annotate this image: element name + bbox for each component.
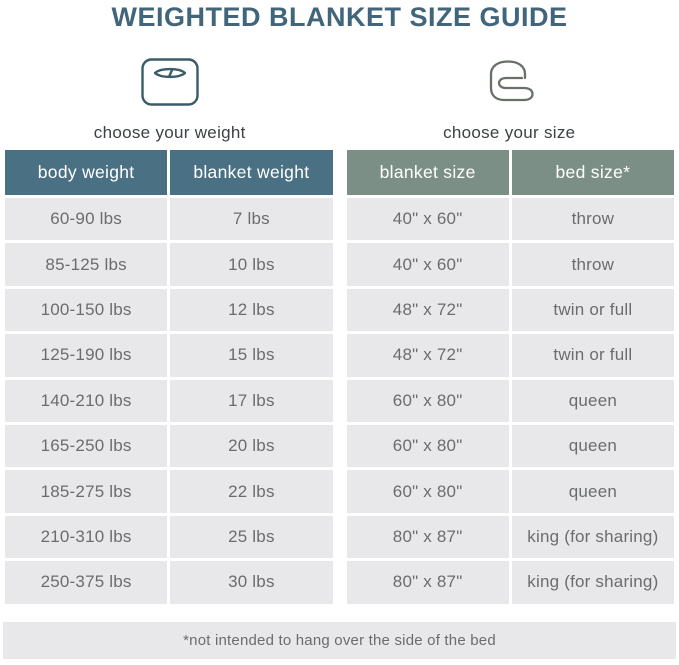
blanket-icon [478, 56, 540, 108]
table-cell: 15 lbs [170, 334, 333, 377]
table-cell: throw [511, 243, 674, 286]
scale-icon [141, 56, 199, 108]
table-cell: 100-150 lbs [5, 288, 168, 332]
table-cell: 60" x 80" [346, 379, 509, 422]
table-cell: 48" x 72" [346, 334, 509, 377]
table-cell: queen [511, 379, 674, 422]
table-cell: 80" x 87" [346, 515, 509, 559]
table-cell: queen [511, 470, 674, 513]
size-table-header-blanket-size: blanket size [346, 150, 509, 195]
table-cell: 60" x 80" [346, 424, 509, 468]
table-cell: king (for sharing) [511, 561, 674, 604]
table-cell: 60-90 lbs [5, 198, 168, 241]
table-cell: 125-190 lbs [5, 334, 168, 377]
table-cell: 85-125 lbs [5, 243, 168, 286]
table-cell: twin or full [511, 288, 674, 332]
table-cell: 48" x 72" [346, 288, 509, 332]
table-cell: 210-310 lbs [5, 515, 168, 559]
table-cell: 17 lbs [170, 379, 333, 422]
size-section-header: choose your size [340, 56, 679, 143]
weight-table-header-body-weight: body weight [5, 150, 168, 195]
table-cell: 250-375 lbs [5, 561, 168, 604]
table-cell: 7 lbs [170, 198, 333, 241]
size-table: blanket size bed size* 40" x 60" throw 40"… [346, 150, 674, 604]
table-cell: queen [511, 424, 674, 468]
table-cell: 165-250 lbs [5, 424, 168, 468]
weight-section-caption: choose your weight [93, 123, 246, 142]
tables-area: body weight blanket weight 60-90 lbs 7 lb… [5, 150, 674, 604]
footnote-text: *not intended to hang over the side of t… [183, 632, 496, 649]
table-cell: twin or full [511, 334, 674, 377]
size-table-header-bed-size: bed size* [511, 150, 674, 195]
table-cell: 22 lbs [170, 470, 333, 513]
page-title: WEIGHTED BLANKET SIZE GUIDE [111, 2, 568, 32]
table-cell: 140-210 lbs [5, 379, 168, 422]
footnote-bar: *not intended to hang over the side of t… [3, 622, 676, 659]
section-headers: choose your weight choose your size [0, 56, 679, 143]
weight-table-header-blanket-weight: blanket weight [170, 150, 333, 195]
table-cell: 30 lbs [170, 561, 333, 604]
table-cell: 12 lbs [170, 288, 333, 332]
table-cell: 185-275 lbs [5, 470, 168, 513]
table-cell: 80" x 87" [346, 561, 509, 604]
table-cell: 25 lbs [170, 515, 333, 559]
table-cell: 40" x 60" [346, 198, 509, 241]
table-cell: 40" x 60" [346, 243, 509, 286]
table-cell: 60" x 80" [346, 470, 509, 513]
table-cell: throw [511, 198, 674, 241]
size-section-caption: choose your size [443, 123, 576, 142]
weight-table: body weight blanket weight 60-90 lbs 7 lb… [5, 150, 333, 604]
table-cell: king (for sharing) [511, 515, 674, 559]
table-cell: 10 lbs [170, 243, 333, 286]
table-cell: 20 lbs [170, 424, 333, 468]
weight-section-header: choose your weight [0, 56, 340, 143]
